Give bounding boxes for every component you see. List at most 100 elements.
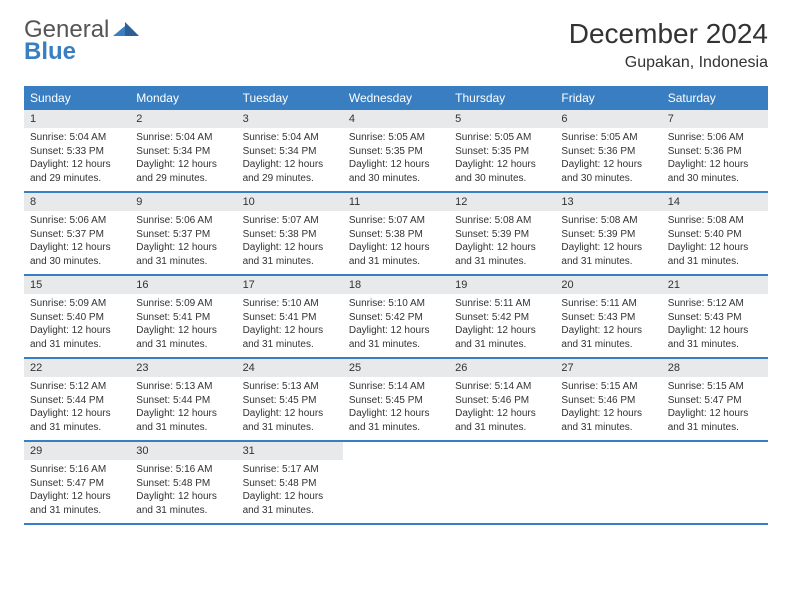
day-headers-row: Sunday Monday Tuesday Wednesday Thursday… [24, 86, 768, 110]
day-header-friday: Friday [555, 86, 661, 110]
week-row: 8Sunrise: 5:06 AMSunset: 5:37 PMDaylight… [24, 193, 768, 276]
day-cell: 4Sunrise: 5:05 AMSunset: 5:35 PMDaylight… [343, 110, 449, 191]
day-cell: 22Sunrise: 5:12 AMSunset: 5:44 PMDayligh… [24, 359, 130, 440]
week-row: 22Sunrise: 5:12 AMSunset: 5:44 PMDayligh… [24, 359, 768, 442]
sunset-text: Sunset: 5:42 PM [455, 311, 549, 325]
daylight-text: Daylight: 12 hours and 31 minutes. [136, 324, 230, 351]
sunrise-text: Sunrise: 5:14 AM [455, 380, 549, 394]
sunrise-text: Sunrise: 5:08 AM [561, 214, 655, 228]
sunset-text: Sunset: 5:35 PM [455, 145, 549, 159]
day-details: Sunrise: 5:04 AMSunset: 5:34 PMDaylight:… [237, 128, 343, 191]
day-cell: 8Sunrise: 5:06 AMSunset: 5:37 PMDaylight… [24, 193, 130, 274]
sunset-text: Sunset: 5:37 PM [136, 228, 230, 242]
daylight-text: Daylight: 12 hours and 31 minutes. [136, 241, 230, 268]
sunrise-text: Sunrise: 5:04 AM [136, 131, 230, 145]
day-details: Sunrise: 5:10 AMSunset: 5:41 PMDaylight:… [237, 294, 343, 357]
day-number: 31 [237, 442, 343, 460]
day-details: Sunrise: 5:14 AMSunset: 5:46 PMDaylight:… [449, 377, 555, 440]
day-number: 12 [449, 193, 555, 211]
day-details: Sunrise: 5:06 AMSunset: 5:37 PMDaylight:… [130, 211, 236, 274]
sunset-text: Sunset: 5:48 PM [136, 477, 230, 491]
sunset-text: Sunset: 5:43 PM [561, 311, 655, 325]
day-details: Sunrise: 5:12 AMSunset: 5:44 PMDaylight:… [24, 377, 130, 440]
sunset-text: Sunset: 5:44 PM [136, 394, 230, 408]
day-number: 11 [343, 193, 449, 211]
sunset-text: Sunset: 5:35 PM [349, 145, 443, 159]
day-number: 20 [555, 276, 661, 294]
day-cell: 17Sunrise: 5:10 AMSunset: 5:41 PMDayligh… [237, 276, 343, 357]
sunset-text: Sunset: 5:34 PM [243, 145, 337, 159]
sunrise-text: Sunrise: 5:16 AM [136, 463, 230, 477]
sunrise-text: Sunrise: 5:06 AM [30, 214, 124, 228]
month-title: December 2024 [569, 18, 768, 50]
day-details: Sunrise: 5:12 AMSunset: 5:43 PMDaylight:… [662, 294, 768, 357]
day-number: 25 [343, 359, 449, 377]
week-row: 1Sunrise: 5:04 AMSunset: 5:33 PMDaylight… [24, 110, 768, 193]
sunrise-text: Sunrise: 5:11 AM [561, 297, 655, 311]
day-cell: 21Sunrise: 5:12 AMSunset: 5:43 PMDayligh… [662, 276, 768, 357]
daylight-text: Daylight: 12 hours and 31 minutes. [668, 241, 762, 268]
day-number: 9 [130, 193, 236, 211]
daylight-text: Daylight: 12 hours and 30 minutes. [668, 158, 762, 185]
sunset-text: Sunset: 5:46 PM [455, 394, 549, 408]
day-cell: 31Sunrise: 5:17 AMSunset: 5:48 PMDayligh… [237, 442, 343, 523]
day-header-tuesday: Tuesday [237, 86, 343, 110]
day-cell: 24Sunrise: 5:13 AMSunset: 5:45 PMDayligh… [237, 359, 343, 440]
day-cell: 7Sunrise: 5:06 AMSunset: 5:36 PMDaylight… [662, 110, 768, 191]
daylight-text: Daylight: 12 hours and 31 minutes. [243, 241, 337, 268]
day-cell: 1Sunrise: 5:04 AMSunset: 5:33 PMDaylight… [24, 110, 130, 191]
sunset-text: Sunset: 5:47 PM [30, 477, 124, 491]
daylight-text: Daylight: 12 hours and 31 minutes. [455, 407, 549, 434]
sunrise-text: Sunrise: 5:11 AM [455, 297, 549, 311]
day-number: 6 [555, 110, 661, 128]
day-number: 27 [555, 359, 661, 377]
day-cell: 30Sunrise: 5:16 AMSunset: 5:48 PMDayligh… [130, 442, 236, 523]
sunset-text: Sunset: 5:38 PM [243, 228, 337, 242]
daylight-text: Daylight: 12 hours and 31 minutes. [30, 490, 124, 517]
day-number: 15 [24, 276, 130, 294]
day-number: 2 [130, 110, 236, 128]
sunset-text: Sunset: 5:40 PM [30, 311, 124, 325]
day-cell: 16Sunrise: 5:09 AMSunset: 5:41 PMDayligh… [130, 276, 236, 357]
day-number: 29 [24, 442, 130, 460]
day-number: 24 [237, 359, 343, 377]
day-cell: 11Sunrise: 5:07 AMSunset: 5:38 PMDayligh… [343, 193, 449, 274]
sunset-text: Sunset: 5:45 PM [349, 394, 443, 408]
daylight-text: Daylight: 12 hours and 31 minutes. [349, 324, 443, 351]
day-details: Sunrise: 5:06 AMSunset: 5:36 PMDaylight:… [662, 128, 768, 191]
sunset-text: Sunset: 5:41 PM [243, 311, 337, 325]
day-number: 18 [343, 276, 449, 294]
sunset-text: Sunset: 5:38 PM [349, 228, 443, 242]
sunrise-text: Sunrise: 5:12 AM [30, 380, 124, 394]
day-number: 30 [130, 442, 236, 460]
day-details: Sunrise: 5:11 AMSunset: 5:42 PMDaylight:… [449, 294, 555, 357]
day-cell: 19Sunrise: 5:11 AMSunset: 5:42 PMDayligh… [449, 276, 555, 357]
day-cell: 28Sunrise: 5:15 AMSunset: 5:47 PMDayligh… [662, 359, 768, 440]
sunrise-text: Sunrise: 5:05 AM [455, 131, 549, 145]
day-number: 16 [130, 276, 236, 294]
day-header-thursday: Thursday [449, 86, 555, 110]
day-cell: 26Sunrise: 5:14 AMSunset: 5:46 PMDayligh… [449, 359, 555, 440]
sunrise-text: Sunrise: 5:13 AM [136, 380, 230, 394]
sunrise-text: Sunrise: 5:16 AM [30, 463, 124, 477]
day-cell: 27Sunrise: 5:15 AMSunset: 5:46 PMDayligh… [555, 359, 661, 440]
daylight-text: Daylight: 12 hours and 30 minutes. [561, 158, 655, 185]
day-header-saturday: Saturday [662, 86, 768, 110]
day-cell: 5Sunrise: 5:05 AMSunset: 5:35 PMDaylight… [449, 110, 555, 191]
sunrise-text: Sunrise: 5:06 AM [668, 131, 762, 145]
sunrise-text: Sunrise: 5:06 AM [136, 214, 230, 228]
day-details: Sunrise: 5:04 AMSunset: 5:33 PMDaylight:… [24, 128, 130, 191]
day-details: Sunrise: 5:05 AMSunset: 5:35 PMDaylight:… [449, 128, 555, 191]
day-details: Sunrise: 5:05 AMSunset: 5:36 PMDaylight:… [555, 128, 661, 191]
day-details: Sunrise: 5:04 AMSunset: 5:34 PMDaylight:… [130, 128, 236, 191]
daylight-text: Daylight: 12 hours and 30 minutes. [30, 241, 124, 268]
day-details: Sunrise: 5:15 AMSunset: 5:47 PMDaylight:… [662, 377, 768, 440]
daylight-text: Daylight: 12 hours and 31 minutes. [30, 407, 124, 434]
sunrise-text: Sunrise: 5:07 AM [349, 214, 443, 228]
day-cell: 20Sunrise: 5:11 AMSunset: 5:43 PMDayligh… [555, 276, 661, 357]
day-number: 3 [237, 110, 343, 128]
sunrise-text: Sunrise: 5:08 AM [668, 214, 762, 228]
day-cell: 9Sunrise: 5:06 AMSunset: 5:37 PMDaylight… [130, 193, 236, 274]
daylight-text: Daylight: 12 hours and 29 minutes. [136, 158, 230, 185]
day-header-monday: Monday [130, 86, 236, 110]
